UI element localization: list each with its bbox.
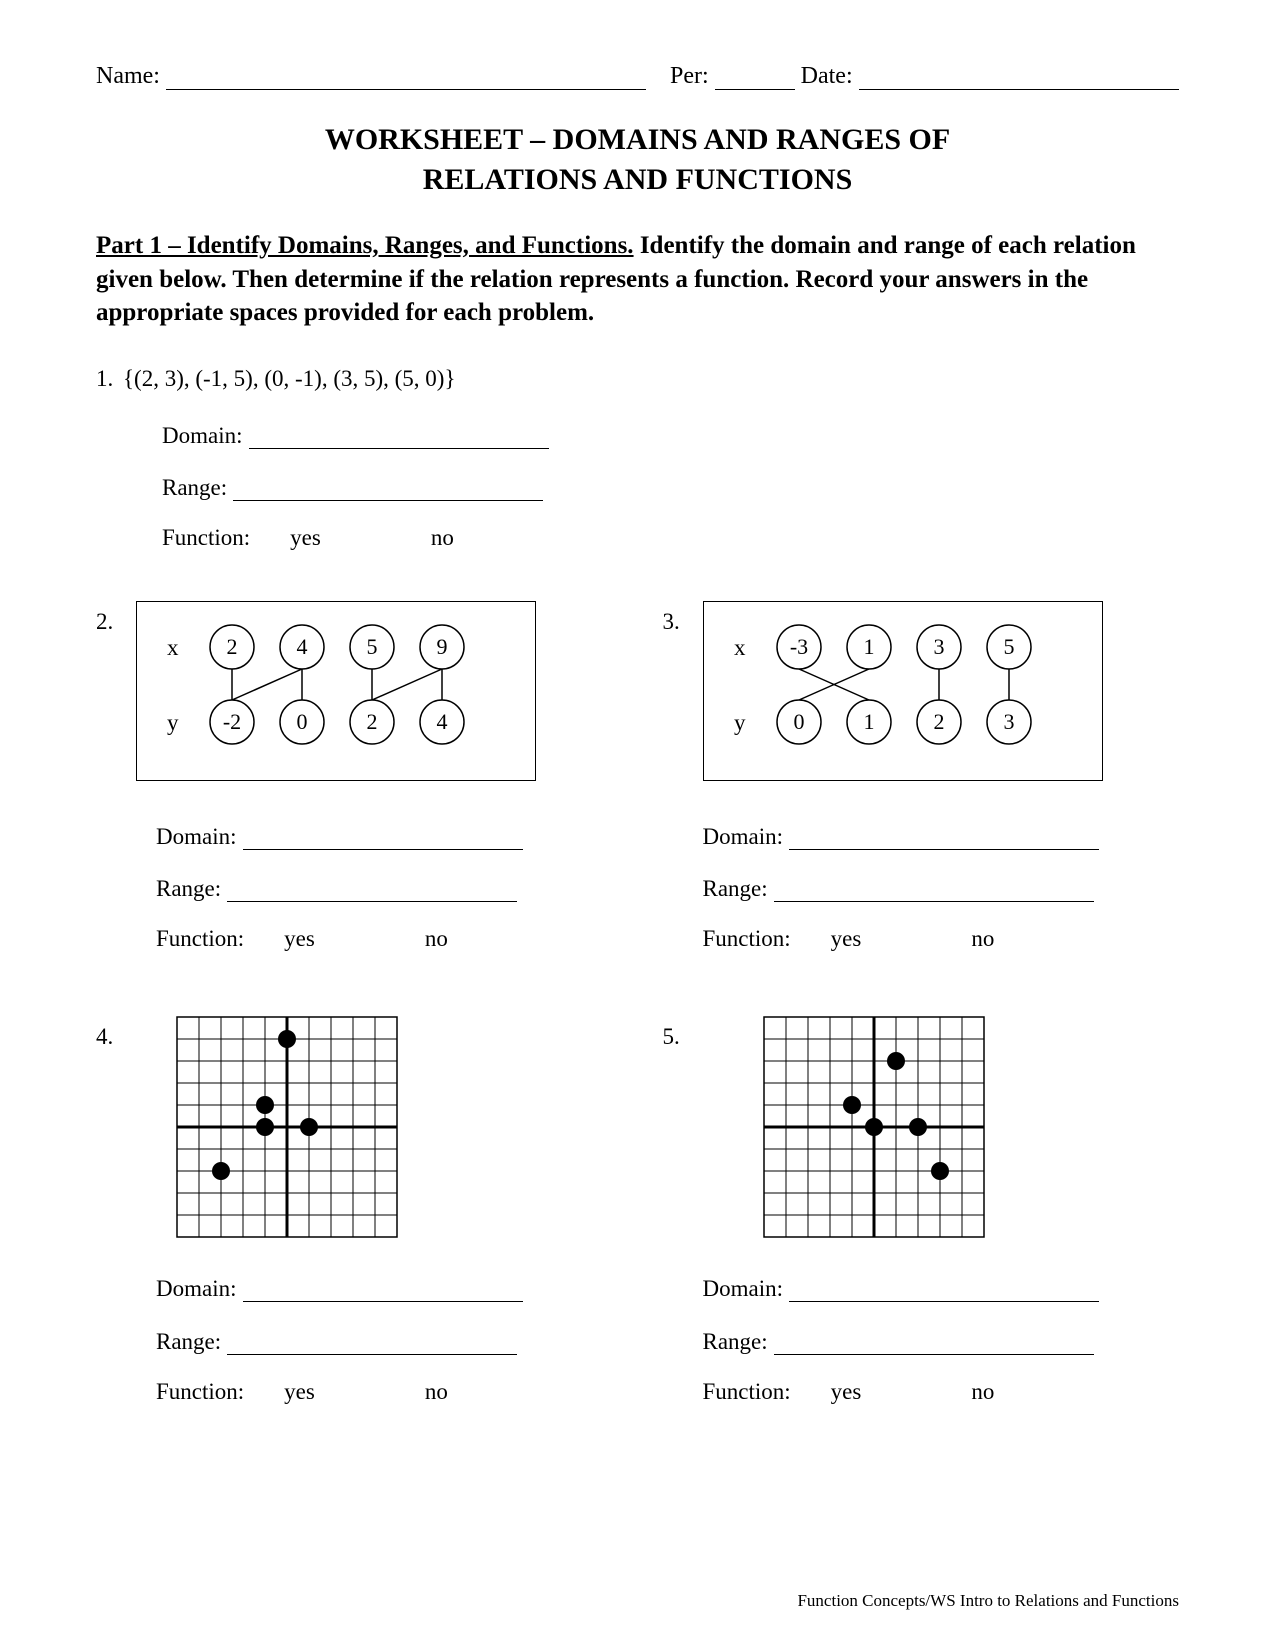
domain-label: Domain: bbox=[703, 1276, 784, 1302]
function-label: Function: bbox=[703, 926, 791, 952]
title-line2: RELATIONS AND FUNCTIONS bbox=[96, 160, 1179, 201]
svg-text:2: 2 bbox=[227, 634, 238, 659]
question-1: 1. {(2, 3), (-1, 5), (0, -1), (3, 5), (5… bbox=[96, 366, 1179, 392]
question-3: 3. x y -3 1 3 5 0 1 2 3 bbox=[663, 601, 1180, 781]
domain-label: Domain: bbox=[156, 1276, 237, 1302]
domain-label: Domain: bbox=[162, 423, 243, 449]
svg-text:0: 0 bbox=[793, 709, 804, 734]
q1-range-blank[interactable] bbox=[233, 473, 543, 502]
title-line1: WORKSHEET – DOMAINS AND RANGES OF bbox=[96, 120, 1179, 161]
q2-mapping-diagram: x y 2 4 5 9 -2 0 2 4 bbox=[136, 601, 536, 781]
function-label: Function: bbox=[156, 1379, 244, 1405]
svg-text:4: 4 bbox=[437, 709, 448, 734]
name-label: Name: bbox=[96, 63, 160, 90]
svg-text:9: 9 bbox=[437, 634, 448, 659]
per-blank[interactable] bbox=[715, 60, 795, 90]
svg-text:-2: -2 bbox=[223, 709, 241, 734]
q2-no[interactable]: no bbox=[425, 926, 448, 952]
domain-label: Domain: bbox=[156, 824, 237, 850]
worksheet-title: WORKSHEET – DOMAINS AND RANGES OF RELATI… bbox=[96, 120, 1179, 201]
svg-text:5: 5 bbox=[367, 634, 378, 659]
q3-yes[interactable]: yes bbox=[831, 926, 862, 952]
q4-number: 4. bbox=[96, 1024, 113, 1050]
svg-text:2: 2 bbox=[367, 709, 378, 734]
q5-scatter-plot bbox=[763, 1016, 985, 1238]
svg-text:1: 1 bbox=[863, 709, 874, 734]
q1-answers: Domain: Range: Function: yes no bbox=[162, 420, 1179, 551]
svg-text:5: 5 bbox=[1003, 634, 1014, 659]
range-label: Range: bbox=[703, 1329, 768, 1355]
range-label: Range: bbox=[162, 475, 227, 501]
q1-no[interactable]: no bbox=[431, 525, 454, 551]
svg-text:1: 1 bbox=[863, 634, 874, 659]
per-label: Per: bbox=[670, 63, 709, 90]
svg-text:0: 0 bbox=[297, 709, 308, 734]
q5-yes[interactable]: yes bbox=[831, 1379, 862, 1405]
q4-range-blank[interactable] bbox=[227, 1326, 517, 1355]
q2-yes[interactable]: yes bbox=[284, 926, 315, 952]
footer-text: Function Concepts/WS Intro to Relations … bbox=[797, 1591, 1179, 1611]
q4-scatter-plot bbox=[176, 1016, 398, 1238]
svg-text:3: 3 bbox=[933, 634, 944, 659]
q2-domain-blank[interactable] bbox=[243, 821, 523, 850]
header-line: Name: Per: Date: bbox=[96, 60, 1179, 90]
svg-text:3: 3 bbox=[1003, 709, 1014, 734]
svg-text:2: 2 bbox=[933, 709, 944, 734]
range-label: Range: bbox=[703, 876, 768, 902]
question-2: 2. x y 2 4 5 9 -2 0 2 4 bbox=[96, 601, 613, 781]
function-label: Function: bbox=[156, 926, 244, 952]
q1-set: {(2, 3), (-1, 5), (0, -1), (3, 5), (5, 0… bbox=[123, 366, 456, 391]
part1-label: Part 1 – Identify Domains, Ranges, and F… bbox=[96, 232, 634, 259]
q1-yes[interactable]: yes bbox=[290, 525, 321, 551]
svg-text:y: y bbox=[167, 710, 179, 735]
instructions: Part 1 – Identify Domains, Ranges, and F… bbox=[96, 229, 1179, 330]
q3-domain-blank[interactable] bbox=[789, 821, 1099, 850]
name-blank[interactable] bbox=[166, 60, 646, 90]
q5-number: 5. bbox=[663, 1024, 680, 1050]
q3-range-blank[interactable] bbox=[774, 874, 1094, 903]
q4-no[interactable]: no bbox=[425, 1379, 448, 1405]
q4-domain-blank[interactable] bbox=[243, 1273, 523, 1302]
svg-text:y: y bbox=[734, 710, 746, 735]
svg-text:4: 4 bbox=[297, 634, 308, 659]
svg-text:x: x bbox=[734, 635, 746, 660]
range-label: Range: bbox=[156, 876, 221, 902]
function-label: Function: bbox=[162, 525, 250, 551]
date-blank[interactable] bbox=[859, 60, 1179, 90]
q5-domain-blank[interactable] bbox=[789, 1273, 1099, 1302]
question-5: 5. bbox=[663, 1016, 1180, 1243]
q3-mapping-diagram: x y -3 1 3 5 0 1 2 3 bbox=[703, 601, 1103, 781]
svg-text:-3: -3 bbox=[789, 634, 807, 659]
q1-number: 1. bbox=[96, 366, 113, 391]
range-label: Range: bbox=[156, 1329, 221, 1355]
date-label: Date: bbox=[801, 63, 853, 90]
svg-text:x: x bbox=[167, 635, 179, 660]
domain-label: Domain: bbox=[703, 824, 784, 850]
function-label: Function: bbox=[703, 1379, 791, 1405]
question-4: 4. bbox=[96, 1016, 613, 1243]
q5-no[interactable]: no bbox=[971, 1379, 994, 1405]
q2-range-blank[interactable] bbox=[227, 874, 517, 903]
q1-domain-blank[interactable] bbox=[249, 420, 549, 449]
q3-number: 3. bbox=[663, 609, 680, 635]
q3-no[interactable]: no bbox=[971, 926, 994, 952]
q5-range-blank[interactable] bbox=[774, 1326, 1094, 1355]
q2-number: 2. bbox=[96, 609, 113, 635]
q4-yes[interactable]: yes bbox=[284, 1379, 315, 1405]
